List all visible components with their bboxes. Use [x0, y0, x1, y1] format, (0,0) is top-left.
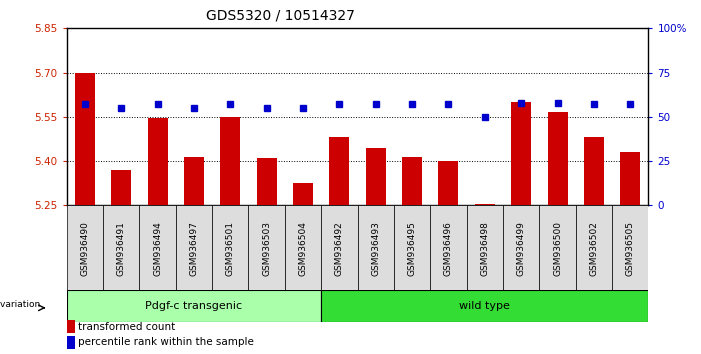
- Text: GSM936504: GSM936504: [299, 221, 308, 276]
- Text: GSM936501: GSM936501: [226, 221, 235, 276]
- Bar: [67, 336, 75, 349]
- Bar: [547, 113, 568, 205]
- Bar: [321, 290, 648, 322]
- Text: GSM936493: GSM936493: [372, 221, 380, 276]
- Text: wild type: wild type: [459, 301, 510, 311]
- Bar: [257, 158, 277, 205]
- Bar: [176, 205, 212, 292]
- Bar: [584, 137, 604, 205]
- Bar: [67, 290, 321, 322]
- Bar: [293, 183, 313, 205]
- Bar: [467, 205, 503, 292]
- Bar: [438, 161, 458, 205]
- Text: GSM936490: GSM936490: [81, 221, 89, 276]
- Bar: [402, 157, 422, 205]
- Text: GSM936496: GSM936496: [444, 221, 453, 276]
- Bar: [139, 205, 176, 292]
- Text: GSM936494: GSM936494: [153, 221, 162, 276]
- Text: genotype/variation: genotype/variation: [0, 300, 41, 309]
- Bar: [511, 102, 531, 205]
- Text: GSM936497: GSM936497: [189, 221, 198, 276]
- Bar: [103, 205, 139, 292]
- Bar: [620, 152, 640, 205]
- Bar: [612, 205, 648, 292]
- Bar: [212, 205, 248, 292]
- Text: GDS5320 / 10514327: GDS5320 / 10514327: [206, 9, 355, 23]
- Text: transformed count: transformed count: [78, 321, 175, 332]
- Bar: [503, 205, 539, 292]
- Bar: [475, 204, 495, 205]
- Bar: [358, 205, 394, 292]
- Bar: [67, 205, 103, 292]
- Bar: [248, 205, 285, 292]
- Bar: [67, 320, 75, 333]
- Bar: [329, 137, 349, 205]
- Text: GSM936491: GSM936491: [116, 221, 125, 276]
- Text: GSM936495: GSM936495: [407, 221, 416, 276]
- Bar: [285, 205, 321, 292]
- Text: GSM936500: GSM936500: [553, 221, 562, 276]
- Text: GSM936505: GSM936505: [626, 221, 634, 276]
- Bar: [147, 118, 168, 205]
- Text: GSM936502: GSM936502: [590, 221, 599, 276]
- Bar: [539, 205, 576, 292]
- Bar: [366, 148, 386, 205]
- Text: GSM936492: GSM936492: [335, 221, 343, 276]
- Bar: [430, 205, 467, 292]
- Text: GSM936498: GSM936498: [480, 221, 489, 276]
- Bar: [321, 205, 358, 292]
- Bar: [184, 157, 204, 205]
- Bar: [111, 170, 131, 205]
- Text: GSM936503: GSM936503: [262, 221, 271, 276]
- Bar: [576, 205, 612, 292]
- Bar: [394, 205, 430, 292]
- Text: GSM936499: GSM936499: [517, 221, 526, 276]
- Text: Pdgf-c transgenic: Pdgf-c transgenic: [145, 301, 243, 311]
- Bar: [220, 117, 240, 205]
- Bar: [75, 73, 95, 205]
- Text: percentile rank within the sample: percentile rank within the sample: [78, 337, 254, 348]
